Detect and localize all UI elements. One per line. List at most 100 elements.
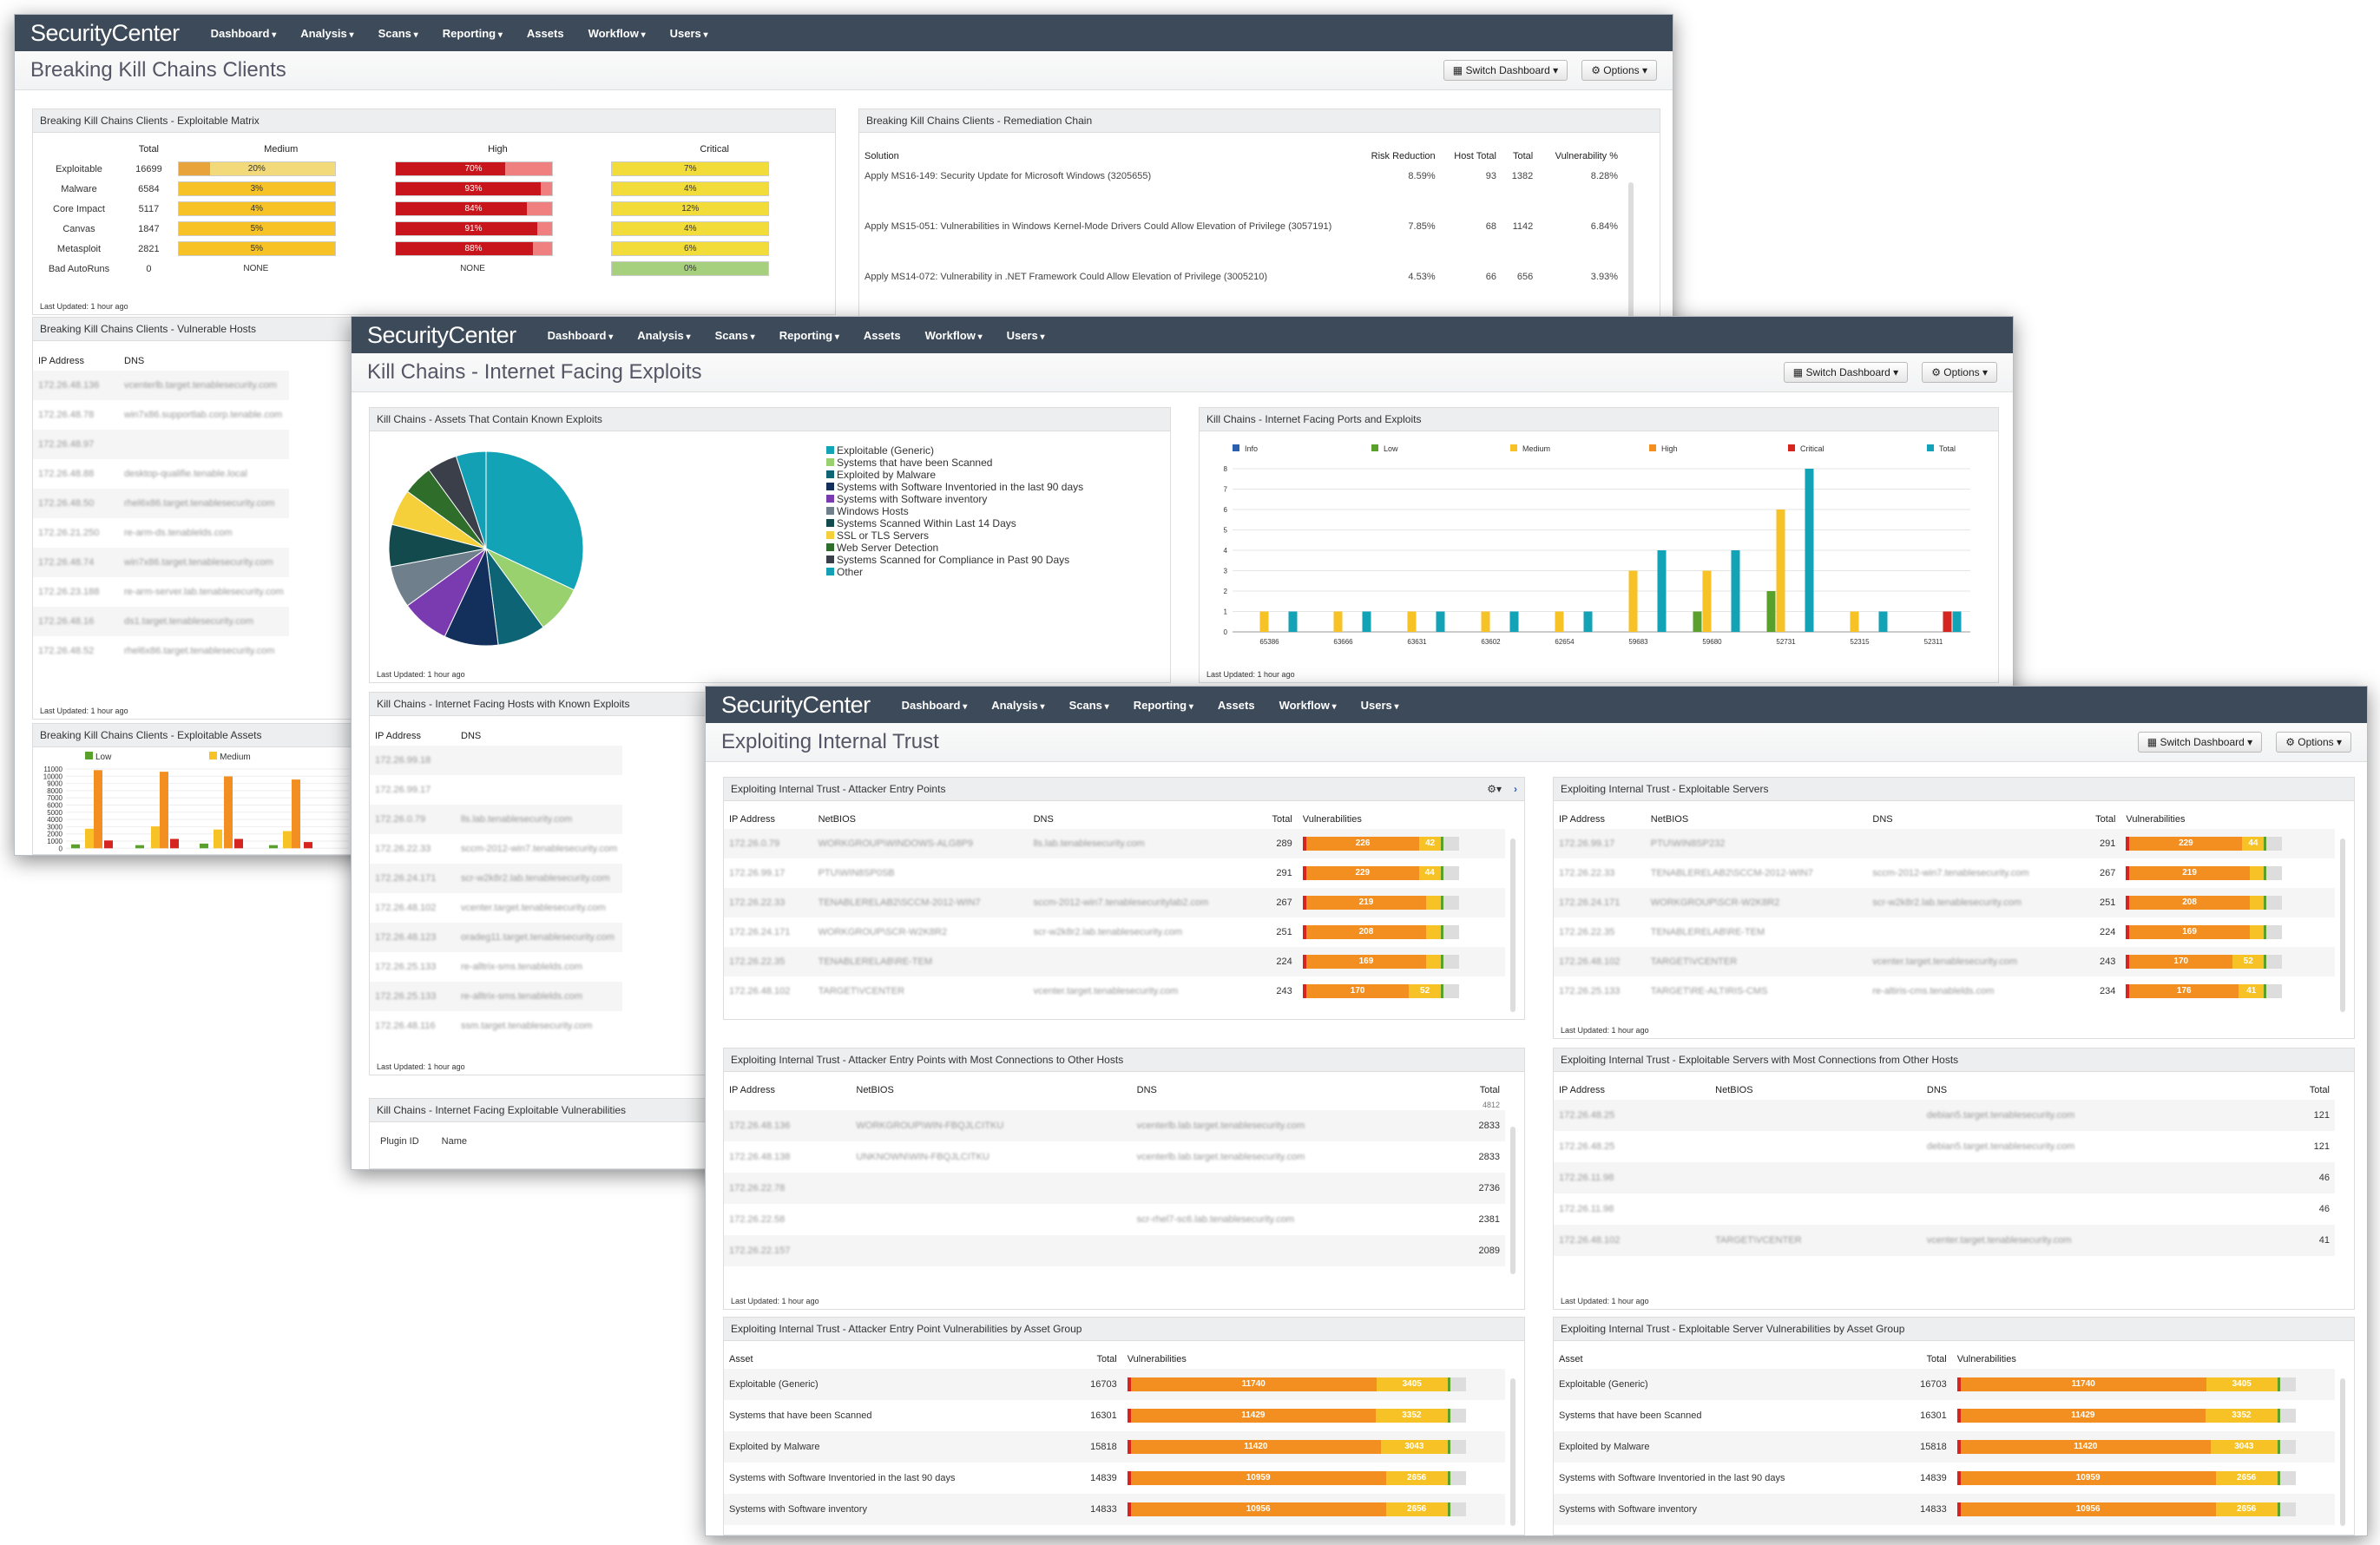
gear-icon[interactable]: ⚙▾: [1487, 783, 1502, 795]
matrix-cell[interactable]: NONE: [390, 259, 607, 279]
table-row[interactable]: 172.26.99.17 PTU\WIN8SP232 291 229 44: [1554, 829, 2335, 858]
col-header[interactable]: IP Address: [729, 1085, 775, 1095]
scrollbar[interactable]: [1510, 1127, 1515, 1274]
nav-workflow[interactable]: Workflow: [588, 27, 646, 40]
legend-item[interactable]: Exploited by Malware: [826, 469, 1083, 481]
table-row[interactable]: 172.26.48.136 vcenterlb.target.tenablesec…: [33, 371, 289, 400]
nav-dashboard[interactable]: Dashboard: [902, 699, 968, 712]
vulnerability-bar[interactable]: 11740 3405: [1956, 1377, 2296, 1391]
scrollbar[interactable]: [2340, 838, 2345, 1012]
options-button[interactable]: ⚙ Options ▾: [1922, 362, 1997, 383]
scrollbar[interactable]: [1628, 182, 1634, 330]
table-row[interactable]: Systems with Software inventory 14833 1095…: [1554, 1494, 2335, 1525]
matrix-cell[interactable]: 5%: [173, 219, 390, 239]
scrollbar[interactable]: [1510, 1378, 1515, 1526]
table-row[interactable]: 172.26.99.17: [370, 775, 623, 805]
col-header[interactable]: Total: [1096, 1354, 1117, 1364]
col-name[interactable]: Name: [441, 1136, 467, 1147]
col-header[interactable]: High: [488, 144, 508, 154]
table-row[interactable]: 172.26.22.33 sccm-2012-win7.tenablesecuri…: [370, 834, 623, 864]
col-header[interactable]: Asset: [1559, 1354, 1583, 1364]
table-row[interactable]: 172.26.48.78 win7x86.supportlab.corp.tena…: [33, 400, 289, 430]
col-header[interactable]: Vulnerabilities: [1127, 1354, 1187, 1364]
nav-users[interactable]: Users: [1007, 329, 1045, 342]
legend-item[interactable]: Exploitable (Generic): [826, 444, 1083, 457]
vulnerability-bar[interactable]: 176 41: [2126, 984, 2283, 998]
matrix-cell[interactable]: 6%: [606, 239, 823, 259]
vulnerability-bar[interactable]: 170 52: [2126, 955, 2283, 969]
col-header[interactable]: IP Address: [38, 356, 84, 366]
table-row[interactable]: 172.26.48.50 rhel6x86.target.tenablesecur…: [33, 489, 289, 518]
col-header[interactable]: IP Address: [375, 731, 421, 741]
nav-scans[interactable]: Scans: [715, 329, 755, 342]
scrollbar[interactable]: [2340, 1378, 2345, 1526]
vulnerability-bar[interactable]: 226 42: [1302, 837, 1459, 851]
table-row[interactable]: 172.26.48.123 oradeg11.target.tenablesecu…: [370, 923, 623, 952]
table-row[interactable]: Malware 6584 3% 93% 4%: [33, 179, 823, 199]
col-header[interactable]: NetBIOS: [856, 1085, 894, 1095]
table-row[interactable]: Systems with Software Inventoried in the…: [1554, 1463, 2335, 1494]
table-row[interactable]: 172.26.48.52 rhel6x86.target.tenablesecur…: [33, 636, 289, 666]
col-header[interactable]: Medium: [264, 144, 299, 154]
col-header[interactable]: DNS: [1872, 814, 1893, 825]
col-header[interactable]: Total: [1479, 1085, 1500, 1095]
col-header[interactable]: Risk Reduction: [1371, 151, 1436, 161]
vulnerability-bar[interactable]: 11429 3352: [1956, 1409, 2296, 1423]
vulnerability-bar[interactable]: 11429 3352: [1127, 1409, 1466, 1423]
table-row[interactable]: Apply MS14-072: Vulnerability in .NET Fr…: [859, 266, 1623, 317]
col-header[interactable]: Total: [1926, 1354, 1947, 1364]
nav-users[interactable]: Users: [670, 27, 708, 40]
matrix-cell[interactable]: 84%: [390, 199, 607, 219]
vulnerability-bar[interactable]: 208: [2126, 896, 2283, 910]
table-row[interactable]: Apply MS16-149: Security Update for Micr…: [859, 166, 1623, 216]
table-row[interactable]: 172.26.24.171 WORKGROUP\SCR-W2K8R2 scr-w2k…: [1554, 888, 2335, 917]
table-row[interactable]: 172.26.24.171 WORKGROUP\SCR-W2K8R2 scr-w2k…: [724, 917, 1505, 947]
nav-analysis[interactable]: Analysis: [300, 27, 353, 40]
col-header[interactable]: DNS: [1926, 1085, 1948, 1095]
table-row[interactable]: Systems that have been Scanned 16301 11429…: [1554, 1400, 2335, 1431]
nav-users[interactable]: Users: [1361, 699, 1399, 712]
nav-analysis[interactable]: Analysis: [637, 329, 690, 342]
nav-workflow[interactable]: Workflow: [925, 329, 983, 342]
matrix-cell[interactable]: 20%: [173, 159, 390, 179]
col-header[interactable]: IP Address: [1559, 814, 1605, 825]
matrix-cell[interactable]: 93%: [390, 179, 607, 199]
legend-item[interactable]: Systems that have been Scanned: [826, 457, 1083, 469]
col-header[interactable]: NetBIOS: [1715, 1085, 1753, 1095]
matrix-cell[interactable]: 4%: [606, 179, 823, 199]
legend-item[interactable]: Systems with Software Inventoried in the…: [826, 481, 1083, 493]
vulnerability-bar[interactable]: 169: [2126, 925, 2283, 939]
legend-item[interactable]: Other: [826, 566, 1083, 578]
vulnerability-bar[interactable]: 11740 3405: [1127, 1377, 1466, 1391]
col-header[interactable]: IP Address: [1559, 1085, 1605, 1095]
vulnerability-bar[interactable]: 229 44: [1302, 866, 1459, 880]
table-row[interactable]: 172.26.48.136 WORKGROUP\WIN-FBQJLCITKU vce…: [724, 1110, 1505, 1141]
col-header[interactable]: Vulnerabilities: [2126, 814, 2186, 825]
table-row[interactable]: Canvas 1847 5% 91% 4%: [33, 219, 823, 239]
app-logo[interactable]: SecurityCenter: [367, 321, 516, 348]
nav-assets[interactable]: Assets: [1217, 698, 1255, 712]
table-row[interactable]: 172.26.48.97: [33, 430, 289, 459]
table-row[interactable]: 172.26.0.79 WORKGROUP\WINDOWS-ALG8P9 lls.l…: [724, 829, 1505, 858]
col-header[interactable]: Vulnerabilities: [1302, 814, 1362, 825]
legend-item[interactable]: Windows Hosts: [826, 505, 1083, 517]
legend-item[interactable]: Web Server Detection: [826, 542, 1083, 554]
matrix-cell[interactable]: 91%: [390, 219, 607, 239]
nav-dashboard[interactable]: Dashboard: [211, 27, 277, 40]
table-row[interactable]: 172.26.48.102 TARGET\VCENTER vcenter.targe…: [724, 976, 1505, 1006]
col-plugin-id[interactable]: Plugin ID: [380, 1136, 419, 1147]
table-row[interactable]: 172.26.11.98 46: [1554, 1162, 2335, 1193]
switch-dashboard-button[interactable]: ▦ Switch Dashboard ▾: [1783, 362, 1909, 383]
nav-analysis[interactable]: Analysis: [991, 699, 1044, 712]
options-button[interactable]: ⚙ Options ▾: [2276, 732, 2351, 753]
table-row[interactable]: Exploited by Malware 15818 11420 3043: [724, 1431, 1505, 1463]
table-row[interactable]: 172.26.22.33 TENABLERELAB2\SCCM-2012-WIN7…: [1554, 858, 2335, 888]
table-row[interactable]: 172.26.25.133 TARGET\RE-ALTIRIS-CMS re-alt…: [1554, 976, 2335, 1006]
matrix-cell[interactable]: 4%: [173, 199, 390, 219]
matrix-cell[interactable]: 0%: [606, 259, 823, 279]
table-row[interactable]: 172.26.48.102 TARGET\VCENTER vcenter.targe…: [1554, 947, 2335, 976]
table-row[interactable]: Exploitable (Generic) 16703 11740 3405: [724, 1369, 1505, 1400]
table-row[interactable]: 172.26.22.33 TENABLERELAB2\SCCM-2012-WIN7…: [724, 888, 1505, 917]
table-row[interactable]: 172.26.22.35 TENABLERELAB\RE-TEM 224 169: [724, 947, 1505, 976]
table-row[interactable]: 172.26.48.102 vcenter.target.tenablesecur…: [370, 893, 623, 923]
